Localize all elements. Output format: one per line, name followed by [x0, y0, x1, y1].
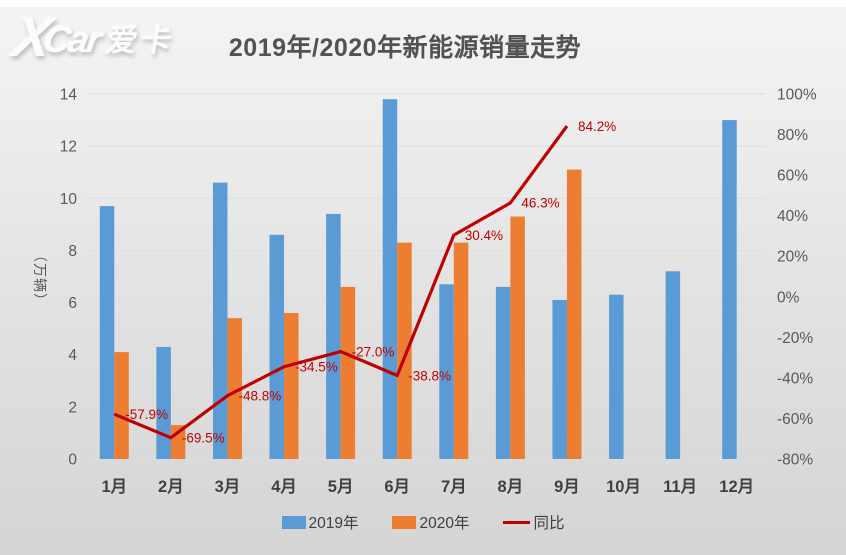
left-axis-tick: 4	[68, 347, 77, 364]
bar-2020年-8月	[510, 216, 525, 459]
bar-2019年-7月	[439, 284, 454, 459]
right-axis-tick: -60%	[777, 411, 813, 428]
legend-item-2020: 2020年	[392, 511, 469, 533]
legend-swatch-yoy-line	[503, 520, 531, 524]
right-axis-tick: 40%	[777, 208, 808, 225]
yoy-data-label-9月: 84.2%	[578, 119, 616, 134]
x-axis-label-9月: 9月	[554, 477, 580, 496]
legend-item-yoy: 同比	[503, 511, 564, 533]
x-axis-label-4月: 4月	[271, 477, 297, 496]
left-axis-tick: 12	[60, 139, 77, 156]
left-axis-tick: 8	[68, 243, 77, 260]
bar-2019年-4月	[269, 234, 285, 459]
bar-2019年-5月	[326, 213, 341, 459]
yoy-data-label-2月: -69.5%	[182, 431, 225, 446]
right-axis-tick: 100%	[777, 87, 817, 104]
bar-2019年-8月	[495, 286, 511, 459]
legend-label-2019: 2019年	[308, 515, 359, 532]
x-axis-label-11月: 11月	[663, 477, 697, 496]
bar-2020年-4月	[284, 313, 299, 459]
right-axis-tick: -20%	[777, 330, 813, 347]
legend-label-2020: 2020年	[419, 515, 470, 532]
top-border-strip	[0, 0, 846, 7]
right-axis-tick: -80%	[777, 452, 813, 469]
bar-2020年-7月	[453, 242, 469, 459]
left-axis-tick: 10	[60, 191, 78, 208]
left-axis-tick: 6	[68, 295, 77, 312]
yoy-line	[113, 125, 569, 440]
left-axis-tick: 0	[68, 452, 77, 469]
yoy-data-label-4月: -34.5%	[295, 360, 338, 375]
yoy-data-label-7月: 30.4%	[465, 228, 503, 243]
left-axis-tick: 2	[68, 399, 77, 416]
legend-swatch-2019	[281, 515, 306, 529]
bar-2020年-9月	[566, 169, 582, 459]
legend-label-yoy: 同比	[533, 515, 565, 532]
x-axis-label-8月: 8月	[498, 477, 524, 496]
bar-2019年-9月	[552, 299, 567, 459]
bar-2020年-3月	[227, 318, 242, 459]
left-axis-tick: 14	[60, 87, 78, 104]
yoy-data-label-8月: 46.3%	[521, 196, 559, 211]
yoy-data-label-6月: -38.8%	[408, 368, 451, 383]
bar-2019年-11月	[665, 271, 681, 459]
bar-2019年-10月	[609, 294, 624, 459]
yoy-data-label-3月: -48.8%	[238, 389, 281, 404]
bar-2019年-12月	[722, 120, 737, 460]
right-axis-tick: 60%	[777, 168, 808, 185]
legend: 2019年 2020年 同比	[0, 511, 846, 533]
bar-2019年-6月	[382, 99, 398, 459]
x-axis-label-12月: 12月	[719, 477, 754, 496]
right-axis-tick: 80%	[777, 127, 808, 144]
x-axis-label-1月: 1月	[101, 477, 127, 496]
x-axis-label-3月: 3月	[215, 477, 241, 496]
right-axis-tick: 0%	[777, 289, 800, 306]
legend-item-2019: 2019年	[281, 511, 359, 533]
x-axis-label-7月: 7月	[441, 477, 467, 496]
x-axis-label-10月: 10月	[606, 477, 641, 496]
bar-2020年-5月	[340, 286, 356, 459]
bar-2020年-6月	[397, 242, 412, 459]
legend-swatch-2020	[392, 515, 417, 529]
x-axis-label-2月: 2月	[158, 477, 184, 496]
chart-title: 2019年/2020年新能源销量走势	[228, 34, 582, 62]
yoy-data-label-1月: -57.9%	[125, 407, 168, 422]
right-axis-tick: 20%	[777, 249, 808, 266]
bar-2019年-1月	[99, 206, 115, 459]
x-axis-label-6月: 6月	[384, 477, 410, 496]
bar-2020年-1月	[114, 352, 129, 459]
x-axis-label-5月: 5月	[328, 477, 354, 496]
bar-2019年-2月	[156, 346, 171, 459]
yoy-data-label-5月: -27.0%	[352, 344, 395, 359]
right-axis-tick: -40%	[777, 370, 813, 387]
bar-2019年-3月	[212, 182, 228, 459]
